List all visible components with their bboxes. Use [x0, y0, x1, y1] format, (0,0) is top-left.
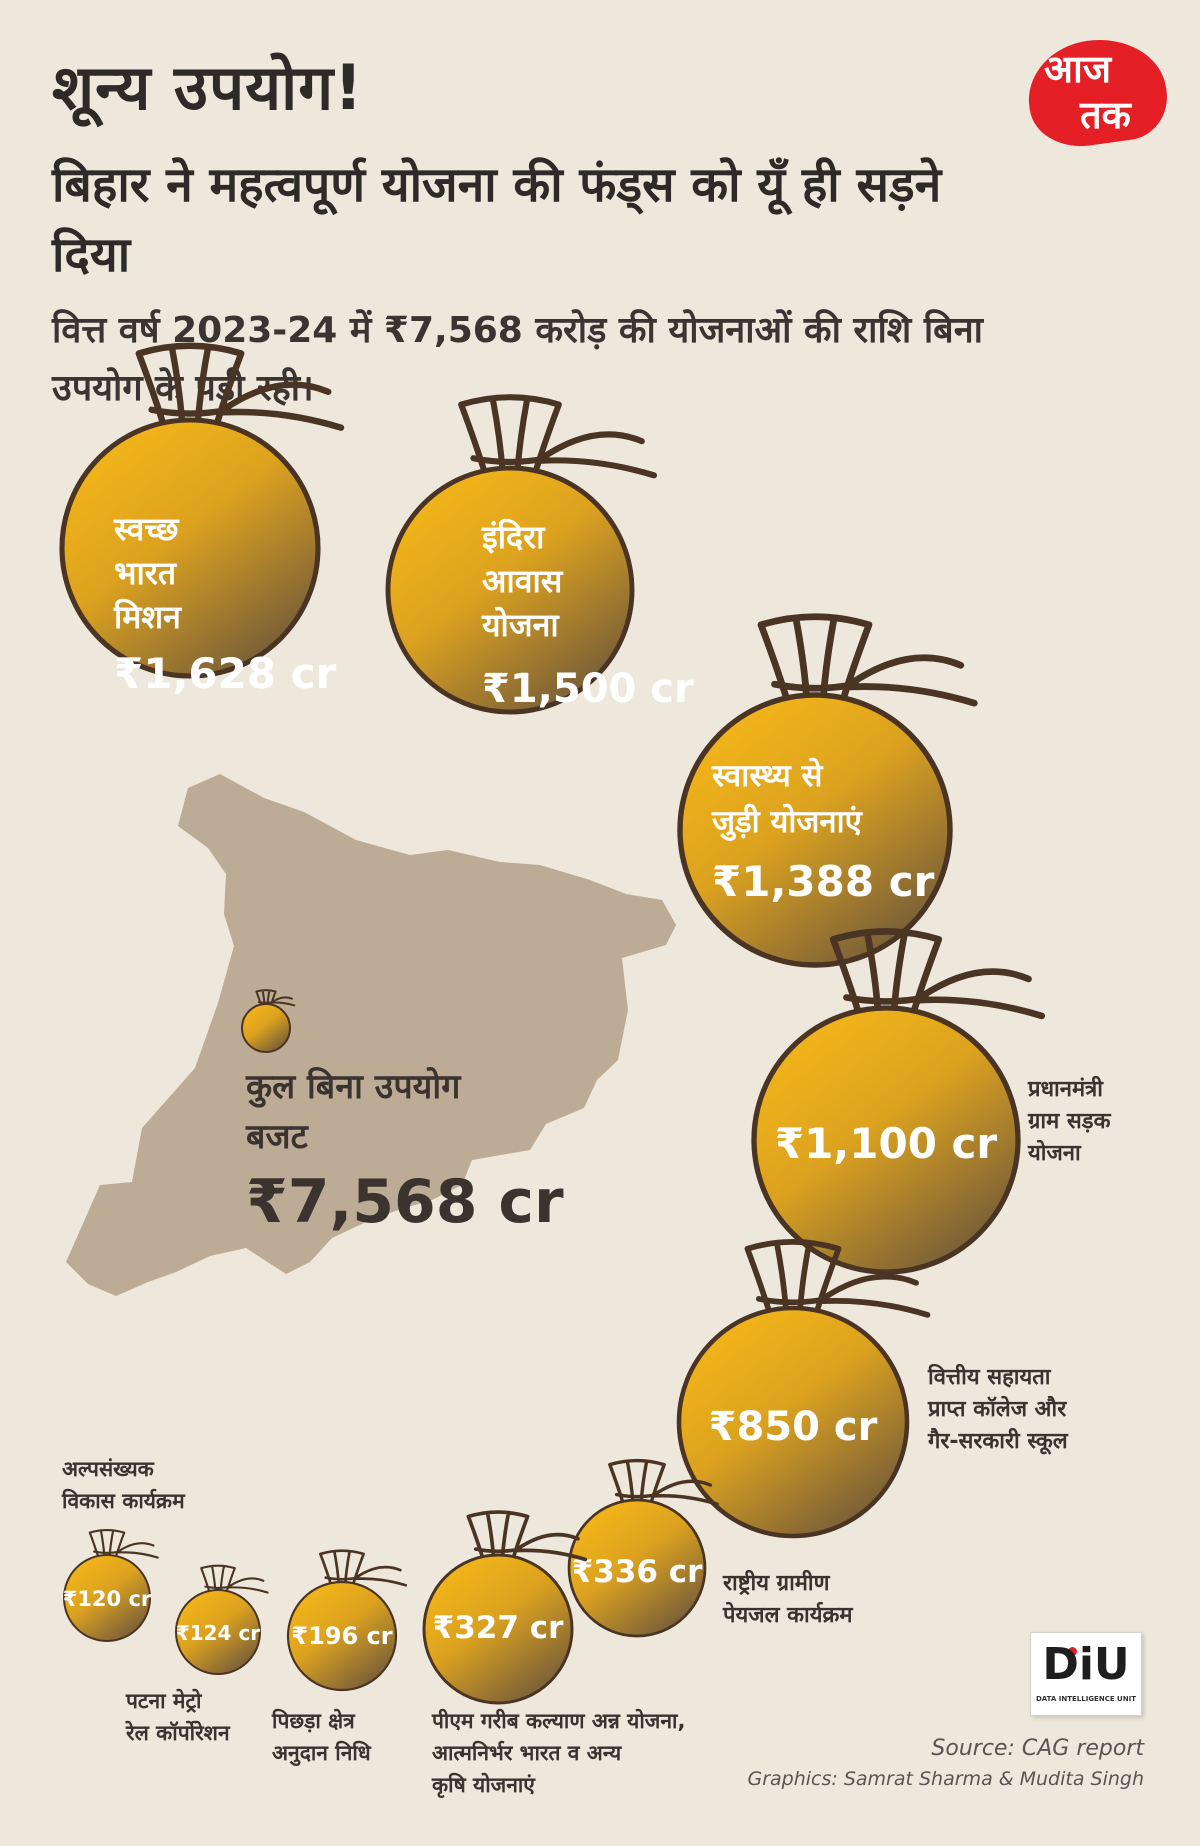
bubble-swachh-bharat [59, 342, 345, 679]
bubble-minority-label-line-2: विकास कार्यक्रम [61, 1488, 186, 1513]
bubble-pmgkay-tie [466, 1510, 588, 1562]
bubble-indira-awas [385, 394, 658, 715]
bubble-pmgsy [751, 928, 1046, 1275]
page-title: शून्य उपयोग! [52, 51, 364, 124]
bubble-minority [63, 1528, 159, 1642]
bubble-swachh-bharat-label-line-2: भारत [114, 554, 178, 592]
bubble-indira-awas-label-line-1: इंदिरा [481, 518, 546, 556]
total-label-line-1: कुल बिना उपयोग [245, 1066, 462, 1108]
bubble-backward-region-label-line-2: अनुदान निधि [272, 1740, 372, 1767]
bubble-minority-tie [88, 1528, 159, 1559]
bubble-patna-metro-body [175, 1589, 261, 1675]
bubble-pmgsy-tie [829, 928, 1046, 1020]
bubble-pmgkay [422, 1510, 588, 1705]
bubble-health [677, 613, 978, 968]
bubble-rural-water [567, 1458, 719, 1638]
bubble-pmgkay-label-line-1: पीएम गरीब कल्याण अन्न योजना, [431, 1708, 685, 1733]
bubble-rural-water-value: ₹336 cr [572, 1554, 703, 1590]
bubble-rural-water-tie [608, 1458, 719, 1506]
diu-logo-text: DiU [1042, 1639, 1130, 1690]
bubble-aided-colleges-label-line-1: वित्तीय सहायता [927, 1363, 1052, 1390]
bihar-map [66, 774, 676, 1296]
bubble-rural-water-label-line-2: पेयजल कार्यक्रम [722, 1601, 853, 1628]
bubble-pmgsy-label-line-3: योजना [1027, 1139, 1082, 1166]
bubble-health-label-line-1: स्वास्थ्य से [711, 757, 824, 794]
bubble-patna-metro-tie [200, 1564, 269, 1594]
bubble-patna-metro-value: ₹124 cr [176, 1621, 260, 1645]
total-bag-icon-body [241, 1003, 291, 1053]
bubble-minority-body [63, 1554, 151, 1642]
total-bag-icon-tie [255, 989, 296, 1007]
bubble-health-value: ₹1,388 cr [712, 857, 935, 906]
bubble-swachh-bharat-body [59, 417, 321, 679]
diu-logo-dot [1068, 1647, 1077, 1656]
aajtak-logo-line1: आज [1044, 47, 1112, 91]
total-bag-icon [241, 989, 296, 1053]
bubble-indira-awas-tie [458, 394, 658, 479]
bubble-rural-water-body [567, 1498, 707, 1638]
bubble-minority-value: ₹120 cr [63, 1587, 152, 1611]
bubble-backward-region-body [286, 1580, 398, 1692]
bubble-indira-awas-label-line-2: आवास [482, 562, 564, 600]
bubble-indira-awas-value: ₹1,500 cr [482, 666, 694, 712]
bubble-rural-water-label-line-1: राष्ट्रीय ग्रामीण [722, 1569, 831, 1596]
bubble-pmgkay-label-line-3: कृषि योजनाएं [431, 1772, 536, 1799]
bubble-aided-colleges-label-line-3: गैर-सरकारी स्कूल [927, 1427, 1069, 1455]
bubble-aided-colleges-label-line-2: प्राप्त कॉलेज और [927, 1395, 1067, 1422]
diu-logo: DiU DATA INTELLIGENCE UNIT [1030, 1632, 1142, 1716]
bubble-pmgsy-value: ₹1,100 cr [775, 1119, 998, 1168]
graphics-credit: Graphics: Samrat Sharma & Mudita Singh [747, 1768, 1145, 1790]
bubble-swachh-bharat-tie [135, 342, 345, 431]
bubble-patna-metro [175, 1564, 269, 1675]
bubble-swachh-bharat-label-line-1: स्वच्छ [113, 510, 180, 548]
diu-logo-caption: DATA INTELLIGENCE UNIT [1036, 1695, 1136, 1703]
bubble-pmgsy-label-line-1: प्रधानमंत्री [1027, 1075, 1104, 1102]
aajtak-logo: आज तक [1021, 30, 1173, 154]
bubble-aided-colleges [676, 1239, 931, 1539]
bubble-patna-metro-label-line-2: रेल कॉर्पोरेशन [124, 1720, 231, 1745]
bubble-pmgkay-value: ₹327 cr [433, 1610, 564, 1646]
total-value: ₹7,568 cr [246, 1167, 564, 1237]
bubble-pmgsy-body [751, 1005, 1021, 1275]
bubble-pmgkay-body [422, 1553, 574, 1705]
bubble-aided-colleges-tie [744, 1239, 931, 1318]
bubble-minority-label-line-1: अल्पसंख्यक [62, 1457, 155, 1481]
bubble-health-body [677, 692, 953, 968]
bubble-indira-awas-body [385, 465, 635, 715]
bubble-pmgkay-label-line-2: आत्मनिर्भर भारत व अन्य [432, 1740, 622, 1765]
bubble-swachh-bharat-value: ₹1,628 cr [114, 649, 337, 698]
bubble-backward-region-value: ₹196 cr [291, 1622, 392, 1650]
bubble-backward-region [286, 1549, 408, 1692]
total-label-line-2: बजट [245, 1117, 310, 1157]
bubble-backward-region-label-line-1: पिछड़ा क्षेत्र [271, 1708, 356, 1733]
bubble-health-tie [757, 613, 978, 707]
bubble-indira-awas-label-line-3: योजना [481, 606, 560, 644]
bubble-pmgsy-label-line-2: ग्राम सड़क [1027, 1109, 1112, 1134]
bubble-health-label-line-2: जुड़ी योजनाएं [711, 803, 864, 841]
bubble-aided-colleges-body [676, 1305, 910, 1539]
bubble-aided-colleges-value: ₹850 cr [709, 1404, 878, 1450]
page-subtitle: बिहार ने महत्वपूर्ण योजना की फंड्स को यू… [52, 157, 942, 283]
bubble-patna-metro-label-line-1: पटना मेट्रो [125, 1688, 203, 1713]
source-note: Source: CAG report [931, 1736, 1144, 1761]
bubble-backward-region-tie [319, 1549, 408, 1587]
bubble-swachh-bharat-label-line-3: मिशन [113, 598, 182, 636]
aajtak-logo-line2: तक [1080, 93, 1131, 137]
